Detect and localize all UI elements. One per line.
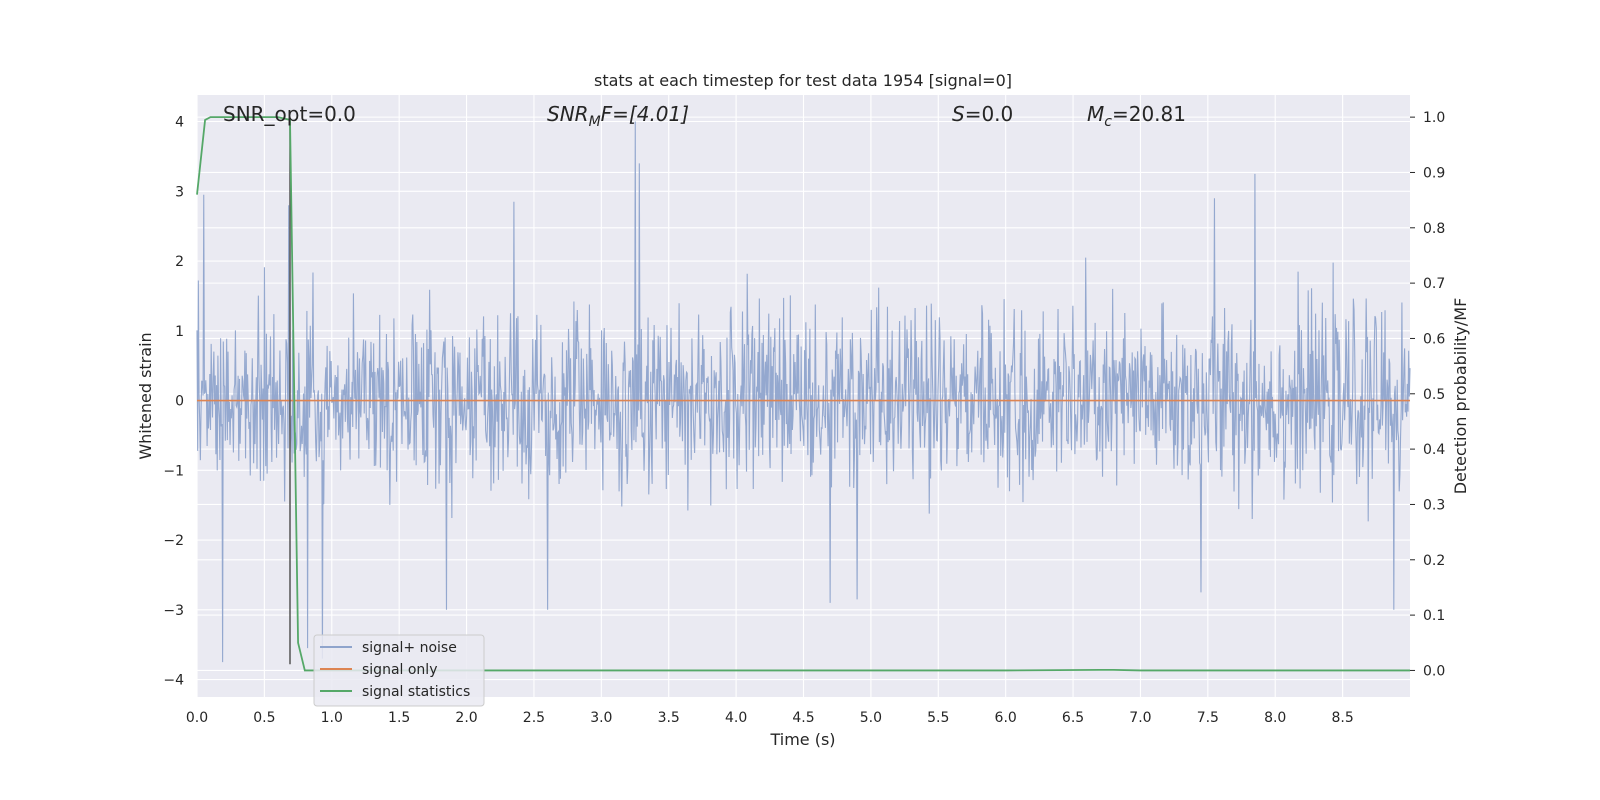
- right-y-tick-label: 0.6: [1423, 331, 1445, 347]
- right-y-tick-label: 0.9: [1423, 165, 1445, 181]
- left-y-tick-label: 3: [175, 184, 184, 200]
- right-y-tick-label: 0.4: [1423, 442, 1445, 458]
- annotation-s-symbol: S: [952, 102, 965, 126]
- left-y-tick-label: 2: [175, 254, 184, 270]
- x-tick-label: 2.0: [455, 710, 477, 726]
- left-y-tick-label: 0: [175, 394, 184, 410]
- y-axis-label: Whitened strain: [136, 332, 155, 459]
- left-y-tick-label: 4: [175, 115, 184, 131]
- annotation-mc-symbol: M: [1087, 102, 1104, 126]
- right-y-tick-label: 0.7: [1423, 276, 1445, 292]
- right-y-tick-label: 1.0: [1423, 110, 1445, 126]
- x-tick-label: 5.0: [860, 710, 882, 726]
- left-y-tick-label: 1: [175, 324, 184, 340]
- legend-frame: [313, 634, 485, 707]
- x-tick-label: 0.5: [253, 710, 275, 726]
- x-axis-label: Time (s): [769, 730, 835, 749]
- right-y-tick-label: 0.8: [1423, 221, 1445, 237]
- left-y-tick-label: −1: [163, 463, 184, 479]
- x-tick-label: 2.5: [523, 710, 545, 726]
- right-y-axis-label: Detection probability/MF: [1451, 298, 1470, 495]
- legend-label-signal-statistics: signal statistics: [362, 684, 470, 700]
- legend-label-signal-plus-noise: signal+ noise: [362, 640, 457, 656]
- chart-title: stats at each timestep for test data 195…: [594, 71, 1012, 90]
- right-y-tick-label: 0.0: [1423, 663, 1445, 679]
- x-tick-label: 6.0: [995, 710, 1017, 726]
- x-tick-labels: 0.0 0.5 1.0 1.5 2.0 2.5 3.0 3.5 4.0 4.5 5.0 5.5 6.0 6…: [186, 710, 1354, 726]
- x-tick-label: 4.0: [725, 710, 747, 726]
- x-tick-label: 6.5: [1062, 710, 1084, 726]
- x-tick-label: 3.0: [590, 710, 612, 726]
- x-tick-label: 3.5: [658, 710, 680, 726]
- gridlines: [196, 95, 1410, 697]
- x-tick-label: 0.0: [186, 710, 208, 726]
- annotation-mc-value: =20.81: [1112, 102, 1186, 126]
- annotation-snr-mf: SNRMF=[4.01]: [547, 102, 689, 130]
- annotation-snr-mf-subscript: M: [589, 114, 601, 130]
- annotation-snr-mf-symbol: SNR: [547, 102, 589, 126]
- x-tick-label: 7.5: [1197, 710, 1219, 726]
- right-y-tick-label: 0.3: [1423, 497, 1445, 513]
- right-y-tick-label: 0.5: [1423, 387, 1445, 403]
- x-tick-label: 1.0: [321, 710, 343, 726]
- left-y-tick-label: −2: [163, 533, 184, 549]
- annotation-s: S=0.0: [952, 102, 1013, 126]
- x-tick-label: 5.5: [927, 710, 949, 726]
- right-y-tick-label: 0.2: [1423, 553, 1445, 569]
- annotation-snr-opt: SNR_opt=0.0: [223, 102, 356, 126]
- left-y-tick-label: −4: [163, 673, 184, 689]
- x-tick-label: 7.0: [1129, 710, 1151, 726]
- annotation-mc: Mc=20.81: [1087, 102, 1186, 130]
- annotation-s-value: =0.0: [965, 102, 1014, 126]
- right-y-tick-label: 0.1: [1423, 608, 1445, 624]
- legend-label-signal-only: signal only: [362, 662, 437, 678]
- left-y-tick-label: −3: [163, 603, 184, 619]
- x-tick-label: 8.5: [1331, 710, 1353, 726]
- signal-plus-noise-series: [196, 121, 1411, 663]
- legend: signal+ noise signal only signal statist…: [313, 634, 485, 707]
- right-y-tick-labels: 1.0 0.9 0.8 0.7 0.6 0.5 0.4 0.3 0.2 0.1 0.0: [1410, 110, 1445, 679]
- left-y-tick-labels: 4 3 2 1 0 −1 −2 −3 −4: [163, 115, 184, 689]
- signal-plus-noise-line: [196, 121, 1411, 663]
- annotation-mc-subscript: c: [1104, 114, 1112, 130]
- x-tick-label: 1.5: [388, 710, 410, 726]
- annotation-snr-mf-value: F=[4.01]: [601, 102, 689, 126]
- x-tick-label: 4.5: [792, 710, 814, 726]
- x-tick-label: 8.0: [1264, 710, 1286, 726]
